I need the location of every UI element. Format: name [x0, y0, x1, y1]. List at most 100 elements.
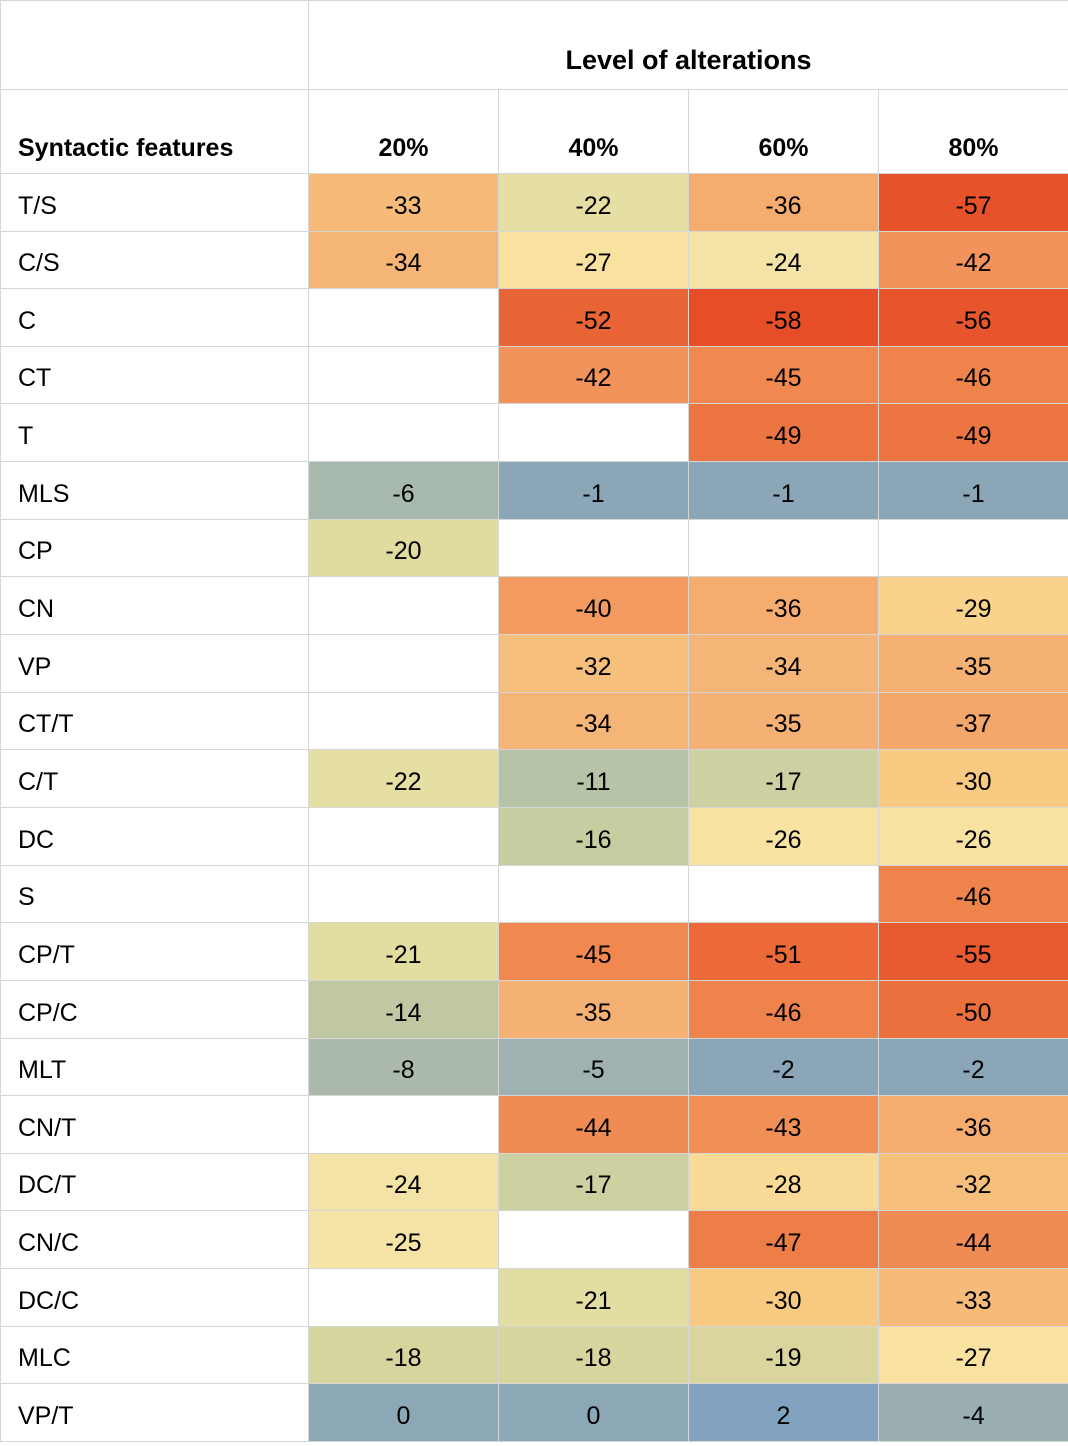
feature-row-DC/C: DC/C -21 -30 -33 — [0, 1268, 1068, 1327]
value-cell: -43 — [688, 1095, 879, 1154]
value-cell: -27 — [498, 230, 689, 290]
value-cell: -42 — [877, 230, 1068, 290]
value-cell: -19 — [688, 1325, 879, 1385]
row-label: CP — [0, 518, 309, 578]
value-cell — [308, 288, 499, 347]
value-cell — [308, 1095, 499, 1154]
feature-row-MLS: MLS -6 -1 -1 -1 — [0, 461, 1068, 520]
feature-row-MLC: MLC -18 -18 -19 -27 — [0, 1325, 1068, 1385]
row-label: CN/C — [0, 1210, 309, 1270]
value-cell: -35 — [498, 979, 689, 1039]
value-cell: -44 — [877, 1210, 1068, 1270]
value-cell: -45 — [498, 922, 689, 981]
row-label: DC/C — [0, 1268, 309, 1327]
row-label: MLT — [0, 1037, 309, 1097]
value-cell — [498, 864, 689, 924]
value-cell — [308, 576, 499, 636]
corner-cell — [0, 0, 309, 91]
value-cell: -11 — [498, 749, 689, 808]
feature-row-MLT: MLT -8 -5 -2 -2 — [0, 1037, 1068, 1097]
row-label: CP/C — [0, 979, 309, 1039]
value-cell: -1 — [688, 461, 879, 520]
value-cell: -16 — [498, 806, 689, 866]
row-label: CP/T — [0, 922, 309, 981]
feature-row-C: C -52 -58 -56 — [0, 288, 1068, 347]
col-header-80%: 80% — [877, 89, 1068, 174]
value-cell: -30 — [688, 1268, 879, 1327]
value-cell — [877, 518, 1068, 578]
value-cell: -37 — [877, 691, 1068, 751]
value-cell: -21 — [308, 922, 499, 981]
value-cell — [498, 518, 689, 578]
row-label: T/S — [0, 172, 309, 232]
value-cell: -17 — [688, 749, 879, 808]
value-cell: -44 — [498, 1095, 689, 1154]
value-cell — [308, 691, 499, 751]
value-cell: -32 — [877, 1152, 1068, 1212]
feature-row-T: T -49 -49 — [0, 403, 1068, 463]
value-cell: -20 — [308, 518, 499, 578]
value-cell: -40 — [498, 576, 689, 636]
table-title: Level of alterations — [307, 0, 1068, 91]
value-cell: -36 — [877, 1095, 1068, 1154]
value-cell: -33 — [308, 172, 499, 232]
value-cell: -36 — [688, 172, 879, 232]
value-cell: -1 — [498, 461, 689, 520]
value-cell: -32 — [498, 634, 689, 693]
feature-row-S: S -46 — [0, 864, 1068, 924]
value-cell: -18 — [308, 1325, 499, 1385]
row-label: S — [0, 864, 309, 924]
value-cell: 0 — [498, 1383, 689, 1442]
row-label: T — [0, 403, 309, 463]
row-header-label: Syntactic features — [0, 89, 309, 174]
row-label: CT/T — [0, 691, 309, 751]
value-cell: -25 — [308, 1210, 499, 1270]
value-cell — [308, 864, 499, 924]
value-cell — [308, 1268, 499, 1327]
value-cell — [498, 1210, 689, 1270]
row-label: DC — [0, 806, 309, 866]
value-cell: -51 — [688, 922, 879, 981]
value-cell: -22 — [498, 172, 689, 232]
row-label: C — [0, 288, 309, 347]
value-cell: -57 — [877, 172, 1068, 232]
feature-row-CP/T: CP/T -21 -45 -51 -55 — [0, 922, 1068, 981]
value-cell — [498, 403, 689, 463]
value-cell: -2 — [877, 1037, 1068, 1097]
col-header-60%: 60% — [688, 89, 879, 174]
row-label: VP/T — [0, 1383, 309, 1442]
value-cell: -34 — [688, 634, 879, 693]
value-cell: -27 — [877, 1325, 1068, 1385]
row-label: CN — [0, 576, 309, 636]
column-header-row: Syntactic features 20% 40% 60% 80% — [0, 89, 1068, 174]
value-cell: 2 — [688, 1383, 879, 1442]
feature-row-C/S: C/S -34 -27 -24 -42 — [0, 230, 1068, 290]
feature-row-CN/C: CN/C -25 -47 -44 — [0, 1210, 1068, 1270]
title-row: Level of alterations — [0, 0, 1068, 91]
value-cell: -6 — [308, 461, 499, 520]
feature-row-DC/T: DC/T -24 -17 -28 -32 — [0, 1152, 1068, 1212]
value-cell: -49 — [877, 403, 1068, 463]
value-cell: -46 — [688, 979, 879, 1039]
value-cell: -49 — [688, 403, 879, 463]
value-cell: -50 — [877, 979, 1068, 1039]
value-cell: -58 — [688, 288, 879, 347]
value-cell: -33 — [877, 1268, 1068, 1327]
value-cell: -52 — [498, 288, 689, 347]
feature-row-CN/T: CN/T -44 -43 -36 — [0, 1095, 1068, 1154]
value-cell: -55 — [877, 922, 1068, 981]
value-cell: -28 — [688, 1152, 879, 1212]
row-label: C/S — [0, 230, 309, 290]
feature-row-T/S: T/S -33 -22 -36 -57 — [0, 172, 1068, 232]
value-cell: -34 — [498, 691, 689, 751]
row-label: DC/T — [0, 1152, 309, 1212]
value-cell: -18 — [498, 1325, 689, 1385]
value-cell: -35 — [688, 691, 879, 751]
value-cell: -30 — [877, 749, 1068, 808]
value-cell — [308, 345, 499, 405]
value-cell: -26 — [877, 806, 1068, 866]
value-cell: -42 — [498, 345, 689, 405]
value-cell: -34 — [308, 230, 499, 290]
value-cell — [688, 518, 879, 578]
feature-row-VP: VP -32 -34 -35 — [0, 634, 1068, 693]
